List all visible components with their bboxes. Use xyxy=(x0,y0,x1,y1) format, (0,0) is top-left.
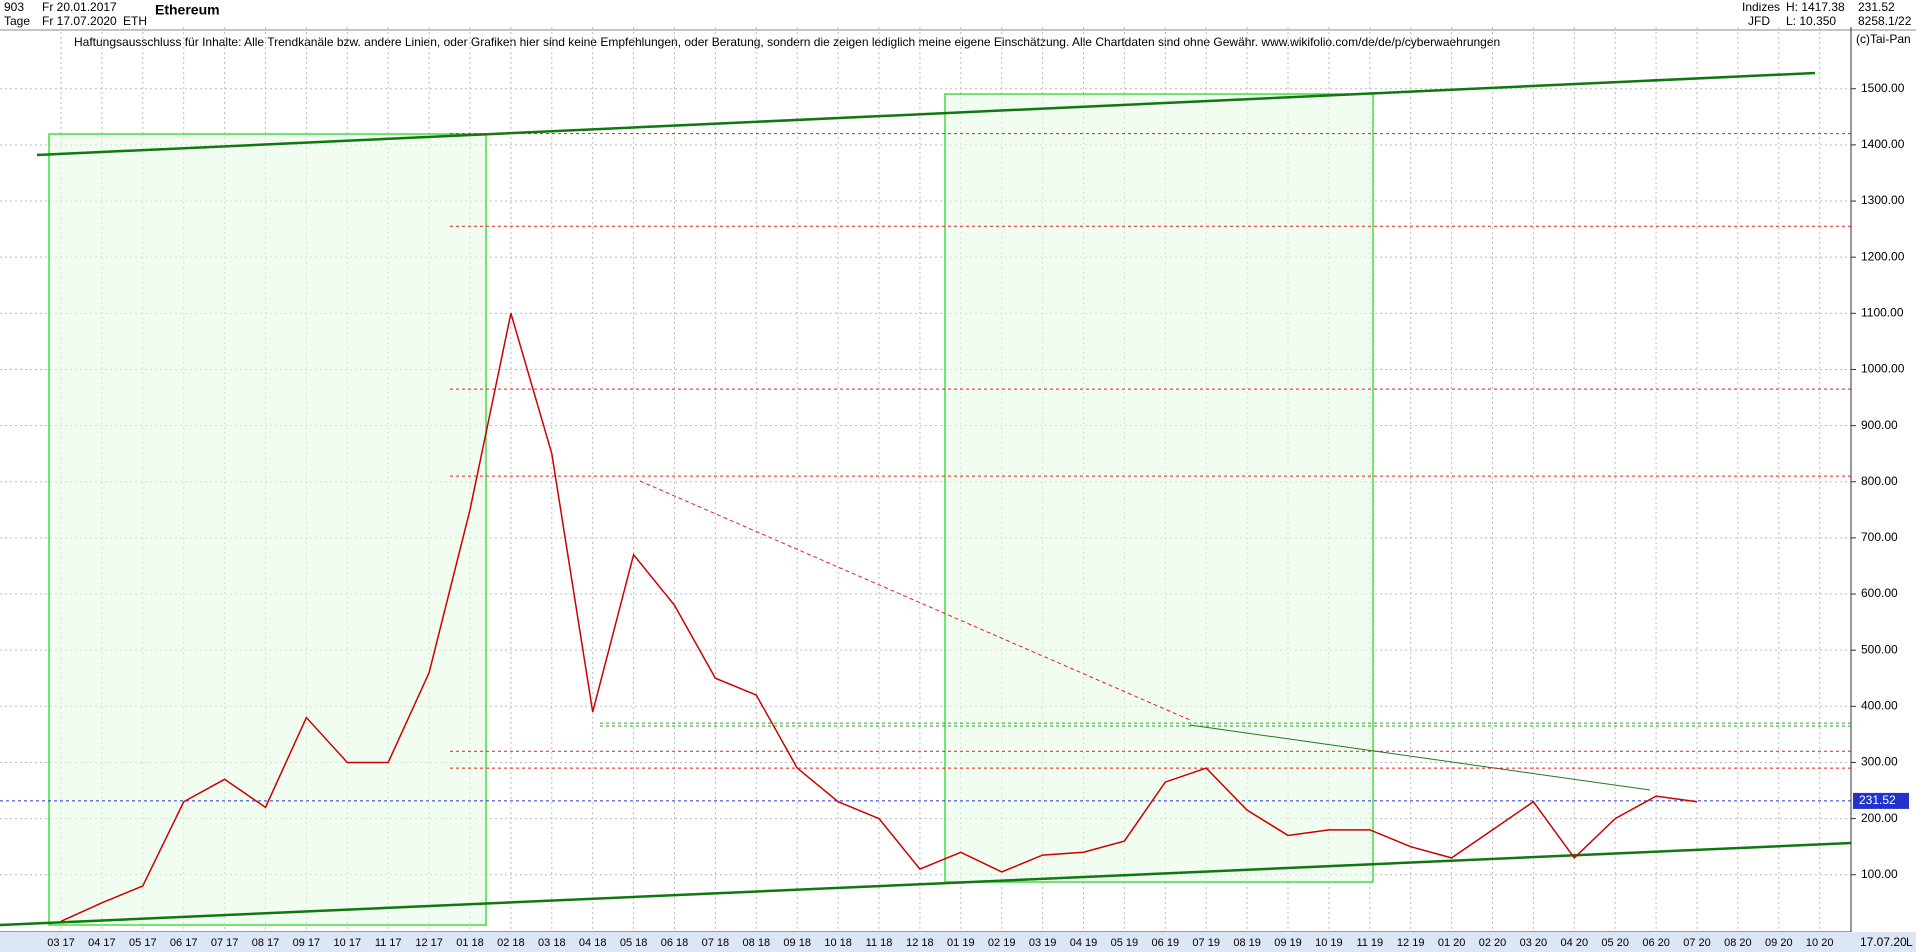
x-tick-label: 02 18 xyxy=(497,937,525,949)
x-tick-label: 07 20 xyxy=(1683,937,1711,949)
chart-title: Ethereum xyxy=(155,2,220,18)
trend-line xyxy=(36,71,1816,157)
last-value-label: 231.52 xyxy=(1859,793,1896,807)
x-tick-label: 12 17 xyxy=(415,937,443,949)
header-id: 903 xyxy=(4,0,24,14)
y-tick-label: 1000.00 xyxy=(1861,362,1905,376)
y-tick-label: 800.00 xyxy=(1861,474,1898,488)
x-tick-label: 01 20 xyxy=(1438,937,1466,949)
x-tick-label: 05 17 xyxy=(129,937,157,949)
x-tick-label: 10 20 xyxy=(1806,937,1834,949)
header-start-date: Fr 20.01.2017 xyxy=(42,0,117,14)
x-tick-label: 04 18 xyxy=(579,937,607,949)
end-date: 17.07.20 xyxy=(1860,935,1907,949)
header-volume: 8258.1/22 xyxy=(1858,14,1912,28)
x-tick-label: 09 17 xyxy=(293,937,321,949)
y-tick-label: 1400.00 xyxy=(1861,137,1905,151)
x-tick-label: 09 18 xyxy=(783,937,811,949)
y-tick-label: 300.00 xyxy=(1861,755,1898,769)
header-symbol: ETH xyxy=(123,14,147,28)
trend-line xyxy=(639,480,1191,721)
x-tick-label: 12 18 xyxy=(906,937,934,949)
x-tick-label: 03 20 xyxy=(1520,937,1548,949)
x-tick-label: 07 17 xyxy=(211,937,239,949)
header-period: Tage xyxy=(4,14,30,28)
x-tick-label: 06 17 xyxy=(170,937,198,949)
header-bg xyxy=(0,0,1916,30)
header-market: Indizes xyxy=(1742,0,1780,14)
y-tick-label: 900.00 xyxy=(1861,418,1898,432)
axis-mode: L xyxy=(1906,935,1913,949)
x-tick-label: 02 19 xyxy=(988,937,1016,949)
y-tick-label: 500.00 xyxy=(1861,642,1898,656)
x-tick-label: 05 19 xyxy=(1111,937,1139,949)
x-tick-label: 04 19 xyxy=(1070,937,1098,949)
y-tick-label: 200.00 xyxy=(1861,811,1898,825)
x-tick-label: 02 20 xyxy=(1479,937,1507,949)
shaded-box xyxy=(944,93,1374,883)
price-line xyxy=(60,313,1698,923)
header-high: H: 1417.38 xyxy=(1786,0,1845,14)
y-tick-label: 700.00 xyxy=(1861,530,1898,544)
y-tick-label: 1100.00 xyxy=(1861,305,1904,319)
header-broker: JFD xyxy=(1748,14,1770,28)
header-low: L: 10.350 xyxy=(1786,14,1836,28)
x-tick-label: 04 17 xyxy=(88,937,116,949)
x-tick-label: 01 18 xyxy=(456,937,484,949)
y-tick-label: 1200.00 xyxy=(1861,249,1905,263)
x-tick-label: 03 19 xyxy=(1029,937,1057,949)
x-tick-label: 08 18 xyxy=(743,937,771,949)
x-tick-label: 09 19 xyxy=(1274,937,1302,949)
x-tick-label: 06 18 xyxy=(661,937,689,949)
copyright: (c)Tai-Pan xyxy=(1856,32,1911,46)
y-tick-label: 100.00 xyxy=(1861,867,1898,881)
shaded-box xyxy=(48,133,487,926)
x-tick-label: 11 18 xyxy=(866,937,893,949)
x-tick-label: 10 19 xyxy=(1315,937,1343,949)
x-tick-label: 05 18 xyxy=(620,937,648,949)
y-tick-label: 1500.00 xyxy=(1861,81,1905,95)
x-tick-label: 09 20 xyxy=(1765,937,1793,949)
x-tick-label: 11 17 xyxy=(375,937,402,949)
header-end-date: Fr 17.07.2020 xyxy=(42,14,117,28)
y-tick-label: 1300.00 xyxy=(1861,193,1905,207)
x-tick-label: 07 18 xyxy=(702,937,730,949)
trend-line xyxy=(0,841,1852,927)
x-tick-label: 05 20 xyxy=(1601,937,1629,949)
header-last: 231.52 xyxy=(1858,0,1895,14)
trend-line xyxy=(1189,724,1651,791)
x-tick-label: 06 20 xyxy=(1642,937,1670,949)
x-tick-label: 11 19 xyxy=(1356,937,1383,949)
y-tick-label: 400.00 xyxy=(1861,698,1898,712)
x-tick-label: 12 19 xyxy=(1397,937,1425,949)
x-tick-label: 03 17 xyxy=(47,937,75,949)
x-axis-bg xyxy=(0,932,1916,952)
x-tick-label: 06 19 xyxy=(1152,937,1180,949)
x-tick-label: 08 20 xyxy=(1724,937,1752,949)
x-tick-label: 10 17 xyxy=(334,937,362,949)
last-value-box xyxy=(1853,792,1909,809)
x-tick-label: 04 20 xyxy=(1561,937,1589,949)
x-tick-label: 01 19 xyxy=(947,937,975,949)
y-tick-label: 600.00 xyxy=(1861,586,1898,600)
x-tick-label: 07 19 xyxy=(1192,937,1220,949)
x-tick-label: 08 17 xyxy=(252,937,280,949)
x-tick-label: 03 18 xyxy=(538,937,566,949)
x-tick-label: 08 19 xyxy=(1233,937,1261,949)
x-tick-label: 10 18 xyxy=(824,937,852,949)
disclaimer: Haftungsausschluss für Inhalte: Alle Tre… xyxy=(74,35,1500,49)
